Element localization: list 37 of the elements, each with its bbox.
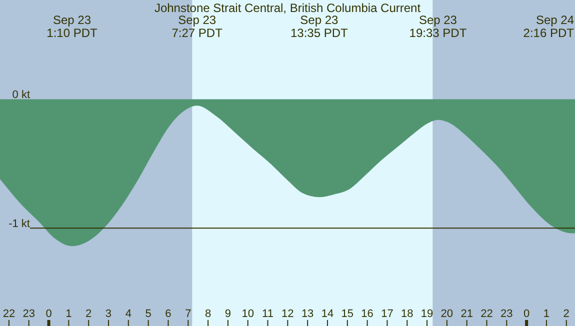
x-tick-label: 20 bbox=[440, 308, 454, 320]
x-tick-label: 10 bbox=[242, 308, 254, 320]
x-tick-label: 9 bbox=[224, 308, 232, 320]
x-tick-label: 13 bbox=[301, 308, 314, 320]
annotation: Sep 23 1:10 PDT bbox=[46, 13, 98, 40]
x-tick-label: 5 bbox=[145, 308, 152, 320]
x-tick-label: 6 bbox=[165, 308, 172, 320]
x-tick-label: 2 bbox=[563, 308, 570, 320]
x-tick-label: 0 bbox=[523, 308, 530, 320]
y-tick-label: -1 kt bbox=[8, 218, 30, 230]
annotation: Sep 23 7:27 PDT bbox=[172, 13, 224, 40]
x-tick-label: 22 bbox=[2, 308, 16, 320]
x-tick-label: 21 bbox=[460, 308, 473, 320]
x-tick-label: 0 bbox=[46, 308, 52, 320]
x-tick-label: 1 bbox=[66, 308, 72, 320]
x-tick-label: 1 bbox=[543, 308, 550, 320]
x-tick-label: 23 bbox=[22, 308, 35, 320]
x-tick-label: 23 bbox=[500, 308, 513, 320]
annotation: Sep 23 19:33 PDT bbox=[409, 13, 468, 40]
x-tick-label: 4 bbox=[125, 308, 132, 320]
x-tick-label: 3 bbox=[105, 308, 112, 320]
annotation: Sep 23 13:35 PDT bbox=[290, 13, 349, 40]
x-tick-label: 7 bbox=[185, 308, 192, 320]
x-tick-label: 22 bbox=[480, 308, 493, 320]
x-tick-label: 15 bbox=[341, 308, 354, 320]
x-tick-label: 11 bbox=[262, 308, 274, 320]
x-tick-label: 14 bbox=[321, 308, 334, 320]
x-tick-label: 12 bbox=[282, 308, 294, 320]
x-tick-label: 2 bbox=[86, 308, 92, 320]
x-tick-label: 17 bbox=[381, 308, 394, 320]
x-tick-label: 16 bbox=[361, 308, 374, 320]
x-tick-label: 8 bbox=[204, 308, 212, 320]
x-tick-label: 19 bbox=[420, 308, 434, 320]
y-tick-label: 0 kt bbox=[12, 89, 30, 102]
annotation: Sep 24 2:16 PDT bbox=[523, 13, 575, 40]
chart-title: Johnstone Strait Central, British Columbia Current bbox=[154, 1, 422, 15]
x-tick-label: 18 bbox=[400, 308, 414, 320]
